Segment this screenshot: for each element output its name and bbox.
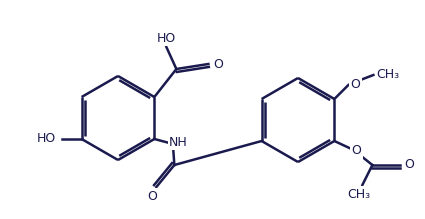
Text: O: O (351, 78, 360, 90)
Text: CH₃: CH₃ (376, 69, 399, 81)
Text: O: O (147, 189, 157, 203)
Text: O: O (405, 159, 414, 171)
Text: HO: HO (157, 32, 176, 44)
Text: O: O (351, 145, 361, 157)
Text: HO: HO (37, 132, 56, 145)
Text: O: O (213, 58, 223, 71)
Text: CH₃: CH₃ (347, 187, 370, 201)
Text: NH: NH (169, 136, 188, 148)
